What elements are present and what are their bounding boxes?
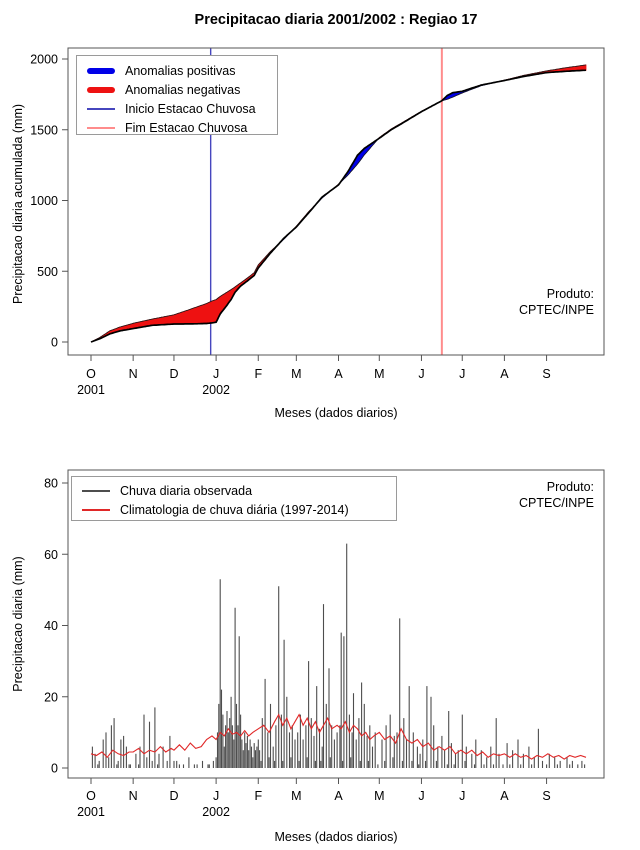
- svg-text:S: S: [542, 367, 550, 381]
- svg-text:M: M: [291, 367, 301, 381]
- svg-text:J: J: [459, 367, 465, 381]
- legend-item-fim-estacao: Fim Estacao Chuvosa: [77, 118, 277, 137]
- plot-frame: [67, 469, 605, 779]
- svg-text:2001: 2001: [77, 805, 105, 819]
- svg-text:J: J: [418, 367, 424, 381]
- svg-text:D: D: [169, 789, 178, 803]
- svg-text:M: M: [374, 367, 384, 381]
- legend-label: Inicio Estacao Chuvosa: [125, 101, 256, 116]
- inicio-line-swatch-icon: [87, 107, 115, 110]
- produto-credit-chart1: Produto: CPTEC/INPE: [519, 286, 594, 318]
- chart2-x-axis-label: Meses (dados diarios): [274, 830, 398, 844]
- svg-text:M: M: [291, 789, 301, 803]
- legend-label: Anomalias negativas: [125, 82, 241, 97]
- legend-item-climatologia: Climatologia de chuva diária (1997-2014): [72, 500, 396, 519]
- svg-text:A: A: [334, 367, 343, 381]
- produto-line1: Produto:: [546, 480, 594, 494]
- chart1-y-axis-label: Precipitacao diaria acumulada (mm): [11, 103, 25, 305]
- svg-text:20: 20: [44, 690, 58, 704]
- produto-line1: Produto:: [546, 287, 594, 301]
- svg-text:J: J: [213, 789, 219, 803]
- chart1-group: 0 500 1000 1500 2000 O N D J F M A M J J A S 2001 2002: [30, 47, 605, 398]
- svg-text:2000: 2000: [30, 53, 58, 67]
- svg-text:O: O: [86, 789, 96, 803]
- svg-text:F: F: [254, 789, 262, 803]
- observed-rain-swatch-icon: [82, 489, 110, 492]
- svg-text:J: J: [213, 367, 219, 381]
- produto-line2: CPTEC/INPE: [518, 303, 594, 317]
- svg-text:A: A: [500, 789, 509, 803]
- svg-text:40: 40: [44, 619, 58, 633]
- positive-anomaly-swatch-icon: [87, 67, 115, 74]
- legend-item-anomalias-positivas: Anomalias positivas: [77, 61, 277, 80]
- svg-text:2001: 2001: [77, 383, 105, 397]
- produto-line2: CPTEC/INPE: [518, 496, 594, 510]
- negative-anomaly-swatch-icon: [87, 86, 115, 93]
- svg-text:J: J: [418, 789, 424, 803]
- svg-text:J: J: [459, 789, 465, 803]
- svg-text:N: N: [129, 789, 138, 803]
- svg-text:0: 0: [51, 762, 58, 776]
- legend-label: Fim Estacao Chuvosa: [125, 120, 248, 135]
- legend-label: Climatologia de chuva diária (1997-2014): [120, 502, 349, 517]
- svg-text:80: 80: [44, 477, 58, 491]
- daily-climatology-line: [90, 713, 587, 760]
- page-title: Precipitacao diaria 2001/2002 : Regiao 1…: [194, 12, 478, 28]
- chart1-axes: 0 500 1000 1500 2000 O N D J F M A M J J A S 2001 2002: [30, 53, 551, 398]
- svg-text:O: O: [86, 367, 96, 381]
- daily-rain-bars: [91, 543, 586, 768]
- svg-text:2002: 2002: [202, 805, 230, 819]
- fim-line-swatch-icon: [87, 126, 115, 129]
- chart2-y-axis-label: Precipitacao diaria (mm): [11, 556, 25, 692]
- svg-text:A: A: [334, 789, 343, 803]
- svg-text:1500: 1500: [30, 123, 58, 137]
- svg-text:0: 0: [51, 336, 58, 350]
- legend-item-inicio-estacao: Inicio Estacao Chuvosa: [77, 99, 277, 118]
- chart2-axes: 0 20 40 60 80 O N D J F M A M J J A S 2001 2002: [44, 477, 551, 820]
- observed-cumulative-line: [90, 69, 587, 343]
- svg-text:500: 500: [37, 265, 58, 279]
- climatology-swatch-icon: [82, 508, 110, 511]
- svg-text:F: F: [254, 367, 262, 381]
- chart1-legend: Anomalias positivas Anomalias negativas …: [76, 55, 278, 135]
- chart2-group: 0 20 40 60 80 O N D J F M A M J J A S 2001 2002: [44, 469, 605, 820]
- legend-label: Chuva diaria observada: [120, 483, 253, 498]
- chart2-legend: Chuva diaria observada Climatologia de c…: [71, 476, 397, 521]
- svg-text:60: 60: [44, 548, 58, 562]
- plot-frame: [67, 47, 605, 356]
- svg-text:A: A: [500, 367, 509, 381]
- svg-text:1000: 1000: [30, 194, 58, 208]
- svg-text:N: N: [129, 367, 138, 381]
- svg-text:S: S: [542, 789, 550, 803]
- chart1-x-axis-label: Meses (dados diarios): [274, 406, 398, 420]
- svg-text:D: D: [169, 367, 178, 381]
- legend-label: Anomalias positivas: [125, 63, 236, 78]
- svg-text:2002: 2002: [202, 383, 230, 397]
- svg-text:M: M: [374, 789, 384, 803]
- produto-credit-chart2: Produto: CPTEC/INPE: [519, 479, 594, 511]
- legend-item-chuva-observada: Chuva diaria observada: [72, 481, 396, 500]
- legend-item-anomalias-negativas: Anomalias negativas: [77, 80, 277, 99]
